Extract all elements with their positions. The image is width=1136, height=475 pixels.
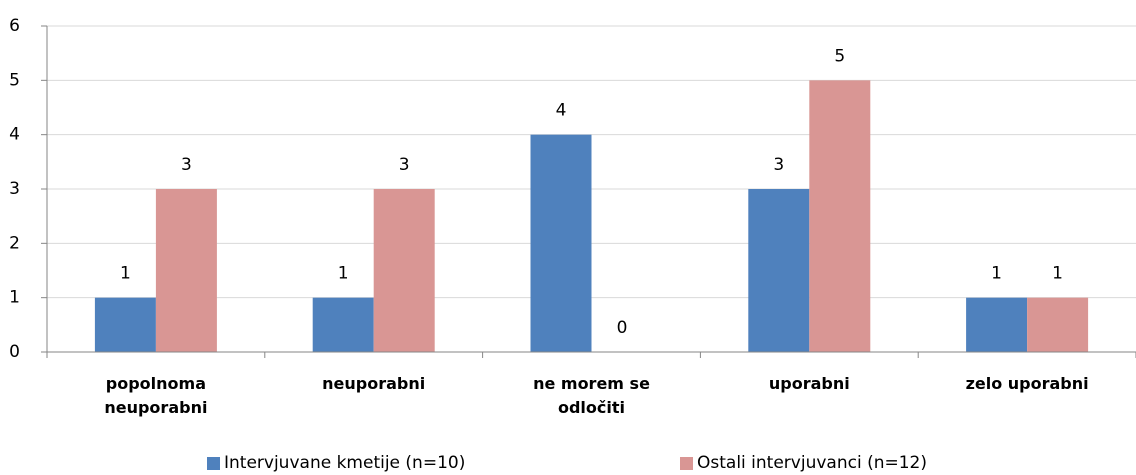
legend-item: Intervjuvane kmetije (n=10): [207, 453, 465, 473]
data-label: 4: [556, 101, 567, 121]
bar: [373, 189, 435, 352]
data-label: 1: [991, 264, 1002, 284]
x-tick-label: uporabni: [768, 374, 850, 393]
x-tick-label: ne morem se odločiti: [533, 374, 650, 417]
bar: [530, 134, 592, 352]
data-label: 3: [399, 155, 410, 175]
data-label: 3: [773, 155, 784, 175]
y-tick-label: 4: [9, 125, 20, 145]
data-label: 0: [617, 318, 628, 338]
bar: [809, 80, 871, 352]
data-label: 1: [1052, 264, 1063, 284]
legend-label: Intervjuvane kmetije (n=10): [224, 453, 466, 473]
x-tick-label: neuporabni: [322, 374, 426, 393]
y-tick-label: 3: [9, 179, 20, 199]
data-label: 1: [338, 264, 349, 284]
bar: [1027, 297, 1089, 352]
y-tick-label: 0: [9, 342, 20, 362]
x-tick-label: zelo uporabni: [965, 374, 1089, 393]
bar: [94, 297, 156, 352]
y-tick-label: 5: [9, 70, 20, 90]
legend-item: Ostali intervjuvanci (n=12): [680, 453, 927, 473]
data-label: 1: [120, 264, 131, 284]
legend-swatch: [207, 456, 220, 470]
data-label: 5: [834, 46, 845, 66]
legend-swatch: [680, 456, 693, 470]
y-tick-label: 1: [9, 288, 20, 308]
y-tick-label: 2: [9, 233, 20, 253]
bar: [966, 297, 1028, 352]
legend-label: Ostali intervjuvanci (n=12): [697, 453, 927, 473]
x-tick-label: popolnoma neuporabni: [104, 374, 208, 417]
bar: [155, 189, 217, 352]
bar: [312, 297, 374, 352]
data-label: 3: [181, 155, 192, 175]
bar: [748, 189, 810, 352]
y-tick-label: 6: [9, 16, 20, 36]
